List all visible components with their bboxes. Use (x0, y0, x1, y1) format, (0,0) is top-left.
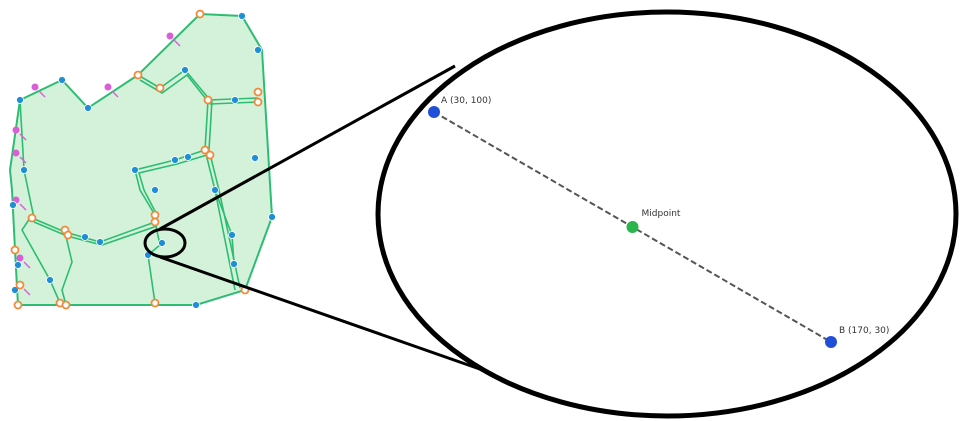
vertex-blue-icon (20, 166, 28, 174)
vertex-blue-icon (238, 12, 246, 20)
vertex-orange-icon (200, 145, 210, 155)
road-line (208, 99, 241, 289)
vertex-orange-icon (253, 87, 263, 97)
vertex-blue-icon (84, 104, 92, 112)
vertex-blue-icon (231, 96, 239, 104)
vertex-blue-icon (9, 201, 17, 209)
marker-icon (166, 32, 181, 47)
map-area (8, 12, 274, 306)
vertex-blue-icon (16, 96, 24, 104)
zoom-detail: A (30, 100) B (170, 30) Midpoint (428, 96, 889, 348)
marker-icon (104, 83, 119, 98)
vertex-blue-icon (14, 261, 22, 269)
vertex-orange-icon (10, 245, 20, 255)
road-line (21, 217, 61, 304)
vertex-blue-icon (268, 213, 276, 221)
vertex-blue-icon (184, 153, 192, 161)
midpoint-label: Midpoint (642, 209, 681, 219)
vertex-blue-icon (58, 76, 66, 84)
vertex-blue-icon (251, 154, 259, 162)
vertex-blue-icon (230, 260, 238, 268)
vertex-blue-icon (131, 166, 139, 174)
vertex-blue-icon (151, 186, 159, 194)
vertex-blue-icon (171, 156, 179, 164)
vertex-orange-icon (15, 280, 25, 290)
vertex-orange-icon (150, 210, 160, 220)
point-b-label: B (170, 30) (839, 326, 889, 336)
vertex-orange-icon (205, 150, 215, 160)
connector-line-top (159, 64, 456, 231)
vertex-blue-icon (11, 286, 19, 294)
vertex-blue-icon (192, 301, 200, 309)
vertex-orange-icon (150, 298, 160, 308)
vertex-orange-icon (61, 300, 71, 310)
road-lines (19, 68, 259, 306)
focus-circle (143, 227, 187, 259)
marker-icon (16, 254, 31, 269)
vertex-blue-icon (181, 66, 189, 74)
vertex-blue-icon (81, 233, 89, 241)
vertex-orange-icon (13, 300, 23, 310)
point-a-label: A (30, 100) (441, 96, 491, 106)
vertex-blue-icon (46, 276, 54, 284)
connector-line-bottom (159, 255, 495, 376)
vertex-orange-icon (150, 217, 160, 227)
road-line (61, 231, 73, 306)
marker-icon (12, 149, 27, 164)
marker-icon (12, 126, 27, 141)
point-a (428, 106, 440, 118)
vertex-orange-icon (195, 9, 205, 19)
midpoint (626, 221, 639, 233)
vertex-orange-icon (27, 213, 37, 223)
vertex-blue-icon (254, 46, 262, 54)
road-line (139, 73, 211, 105)
vertex-orange-icon (203, 95, 213, 105)
vertex-orange-icon (253, 97, 263, 107)
vertex-orange-icon (63, 230, 73, 240)
vertex-orange-icon (155, 83, 165, 93)
point-b (825, 336, 837, 348)
magnifier (143, 9, 959, 419)
markers (12, 32, 181, 296)
vertex-blue-icon (211, 186, 219, 194)
marker-icon (31, 83, 46, 98)
road-line (137, 68, 211, 101)
vertex-blue-icon (228, 231, 236, 239)
vertex-orange-icon (133, 70, 143, 80)
zoom-ellipse (375, 9, 959, 419)
vertex-blue-icon (158, 239, 166, 247)
road-line (137, 154, 208, 218)
road-line (147, 221, 161, 304)
vertex-blue-icon (96, 238, 104, 246)
road-line (204, 99, 236, 291)
road-network-map (8, 9, 276, 310)
